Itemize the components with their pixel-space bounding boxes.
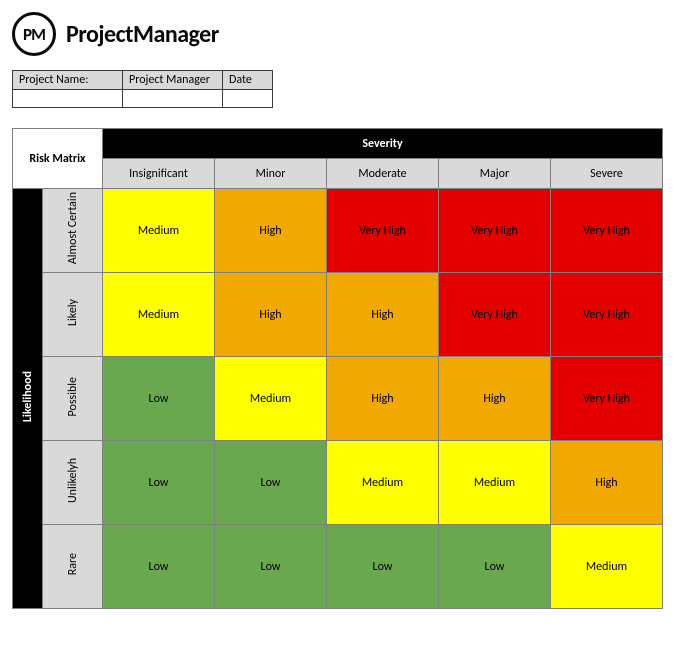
risk-cell-2-4: Very High: [551, 357, 663, 441]
risk-cell-0-1: High: [215, 189, 327, 273]
risk-cell-0-2: Very High: [327, 189, 439, 273]
matrix-title: Risk Matrix: [13, 129, 103, 189]
meta-value-project-name[interactable]: [13, 90, 123, 108]
likelihood-level-0: Almost Certain: [43, 189, 103, 273]
risk-cell-4-1: Low: [215, 525, 327, 609]
risk-cell-3-2: Medium: [327, 441, 439, 525]
risk-cell-1-0: Medium: [103, 273, 215, 357]
meta-value-date[interactable]: [223, 90, 273, 108]
risk-cell-1-4: Very High: [551, 273, 663, 357]
severity-level-2: Moderate: [327, 159, 439, 189]
risk-cell-3-1: Low: [215, 441, 327, 525]
risk-cell-2-3: High: [439, 357, 551, 441]
risk-cell-4-2: Low: [327, 525, 439, 609]
brand-header: PM ProjectManager: [12, 12, 663, 56]
brand-logo: PM: [12, 12, 56, 56]
risk-cell-0-0: Medium: [103, 189, 215, 273]
likelihood-header: Likelihood: [13, 189, 43, 609]
risk-cell-2-1: Medium: [215, 357, 327, 441]
risk-cell-0-3: Very High: [439, 189, 551, 273]
risk-cell-4-3: Low: [439, 525, 551, 609]
severity-level-1: Minor: [215, 159, 327, 189]
meta-header-date: Date: [223, 71, 273, 90]
risk-cell-1-2: High: [327, 273, 439, 357]
risk-matrix: Risk Matrix Severity Insignificant Minor…: [12, 128, 663, 609]
severity-level-4: Severe: [551, 159, 663, 189]
meta-header-project-name: Project Name:: [13, 71, 123, 90]
likelihood-level-4: Rare: [43, 525, 103, 609]
risk-cell-2-0: Low: [103, 357, 215, 441]
likelihood-level-2: Possible: [43, 357, 103, 441]
severity-level-3: Major: [439, 159, 551, 189]
likelihood-level-3: Unlikelyh: [43, 441, 103, 525]
risk-cell-3-3: Medium: [439, 441, 551, 525]
risk-cell-4-0: Low: [103, 525, 215, 609]
brand-name: ProjectManager: [66, 20, 219, 49]
meta-table: Project Name: Project Manager Date: [12, 70, 273, 108]
risk-cell-0-4: Very High: [551, 189, 663, 273]
risk-cell-1-1: High: [215, 273, 327, 357]
risk-cell-2-2: High: [327, 357, 439, 441]
likelihood-level-1: Likely: [43, 273, 103, 357]
risk-cell-3-0: Low: [103, 441, 215, 525]
risk-cell-1-3: Very High: [439, 273, 551, 357]
risk-cell-3-4: High: [551, 441, 663, 525]
severity-level-0: Insignificant: [103, 159, 215, 189]
risk-cell-4-4: Medium: [551, 525, 663, 609]
meta-value-project-manager[interactable]: [123, 90, 223, 108]
severity-header: Severity: [103, 129, 663, 159]
meta-header-project-manager: Project Manager: [123, 71, 223, 90]
